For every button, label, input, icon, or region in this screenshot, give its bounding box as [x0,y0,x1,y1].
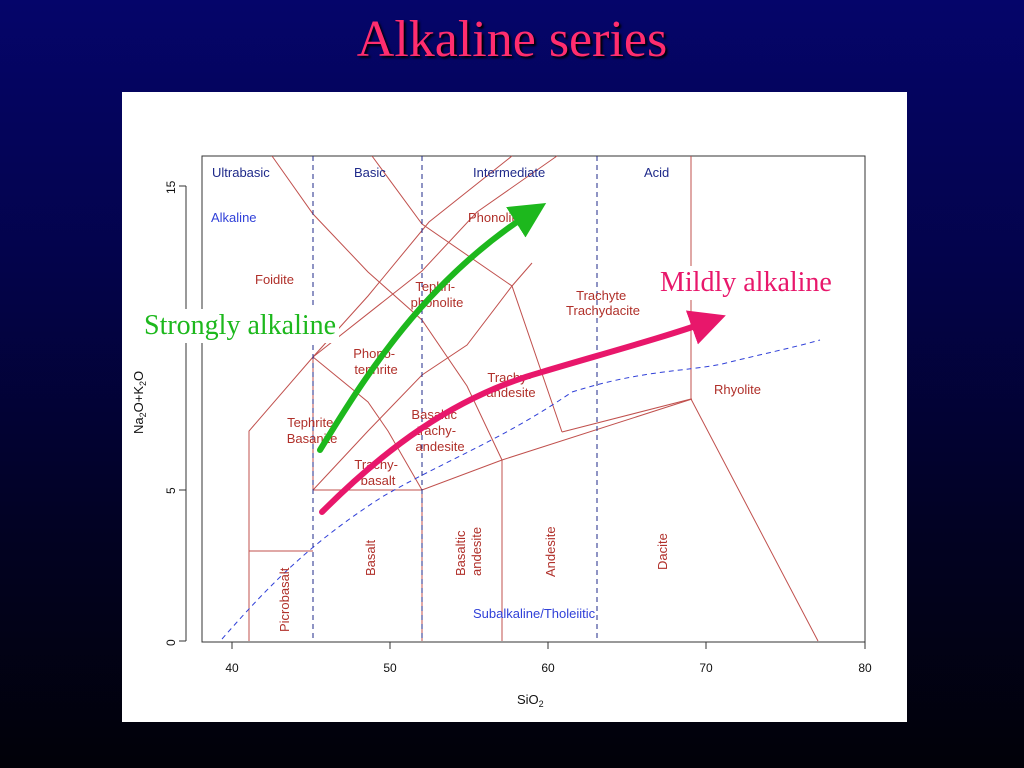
field-label-rhyolite: Rhyolite [714,382,761,397]
series-label-alkaline: Alkaline [211,210,257,225]
x-tick-70: 70 [699,661,713,675]
y-tick-0: 0 [164,639,178,646]
field-label-picrobasalt: Picrobasalt [277,567,292,632]
slide-title: Alkaline series [356,11,668,68]
x-tick-40: 40 [225,661,239,675]
y-tick-5: 5 [164,487,178,494]
group-label-ultrabasic: Ultrabasic [212,165,270,180]
field-label-trachyte: Trachyte Trachydacite [566,288,640,318]
x-axis-label: SiO2 [517,692,544,709]
y-axis-label: Na2O+K2O [131,371,148,434]
y-axis: 0 5 15 Na2O+K2O [131,180,187,646]
y-tick-15: 15 [164,180,178,194]
field-label-andesite: Andesite [543,526,558,577]
group-label-acid: Acid [644,165,669,180]
mildly-alkaline-arrow [319,310,726,515]
mildly-alkaline-label: Mildly alkaline [657,266,835,300]
field-label-dacite: Dacite [655,533,670,570]
field-label-basalt: Basalt [363,539,378,576]
strongly-alkaline-label: Strongly alkaline [141,309,340,343]
tas-diagram: Ultrabasic Basic Intermediate Acid Alkal… [131,155,872,709]
x-tick-80: 80 [858,661,872,675]
x-axis: 40 50 60 70 80 SiO2 [225,641,872,709]
group-label-basic: Basic [354,165,386,180]
series-label-subalkaline: Subalkaline/Tholeiitic [473,606,596,621]
field-label-basaltic-andesite: Basaltic andesite [453,527,484,576]
x-tick-60: 60 [541,661,555,675]
alkaline-subalkaline-curve [221,339,821,640]
field-boundaries [248,155,819,642]
diagram-panel: Ultrabasic Basic Intermediate Acid Alkal… [122,92,907,722]
x-tick-50: 50 [383,661,397,675]
strongly-alkaline-arrow [317,202,547,453]
group-label-intermediate: Intermediate [473,165,545,180]
field-label-foidite: Foidite [255,272,294,287]
